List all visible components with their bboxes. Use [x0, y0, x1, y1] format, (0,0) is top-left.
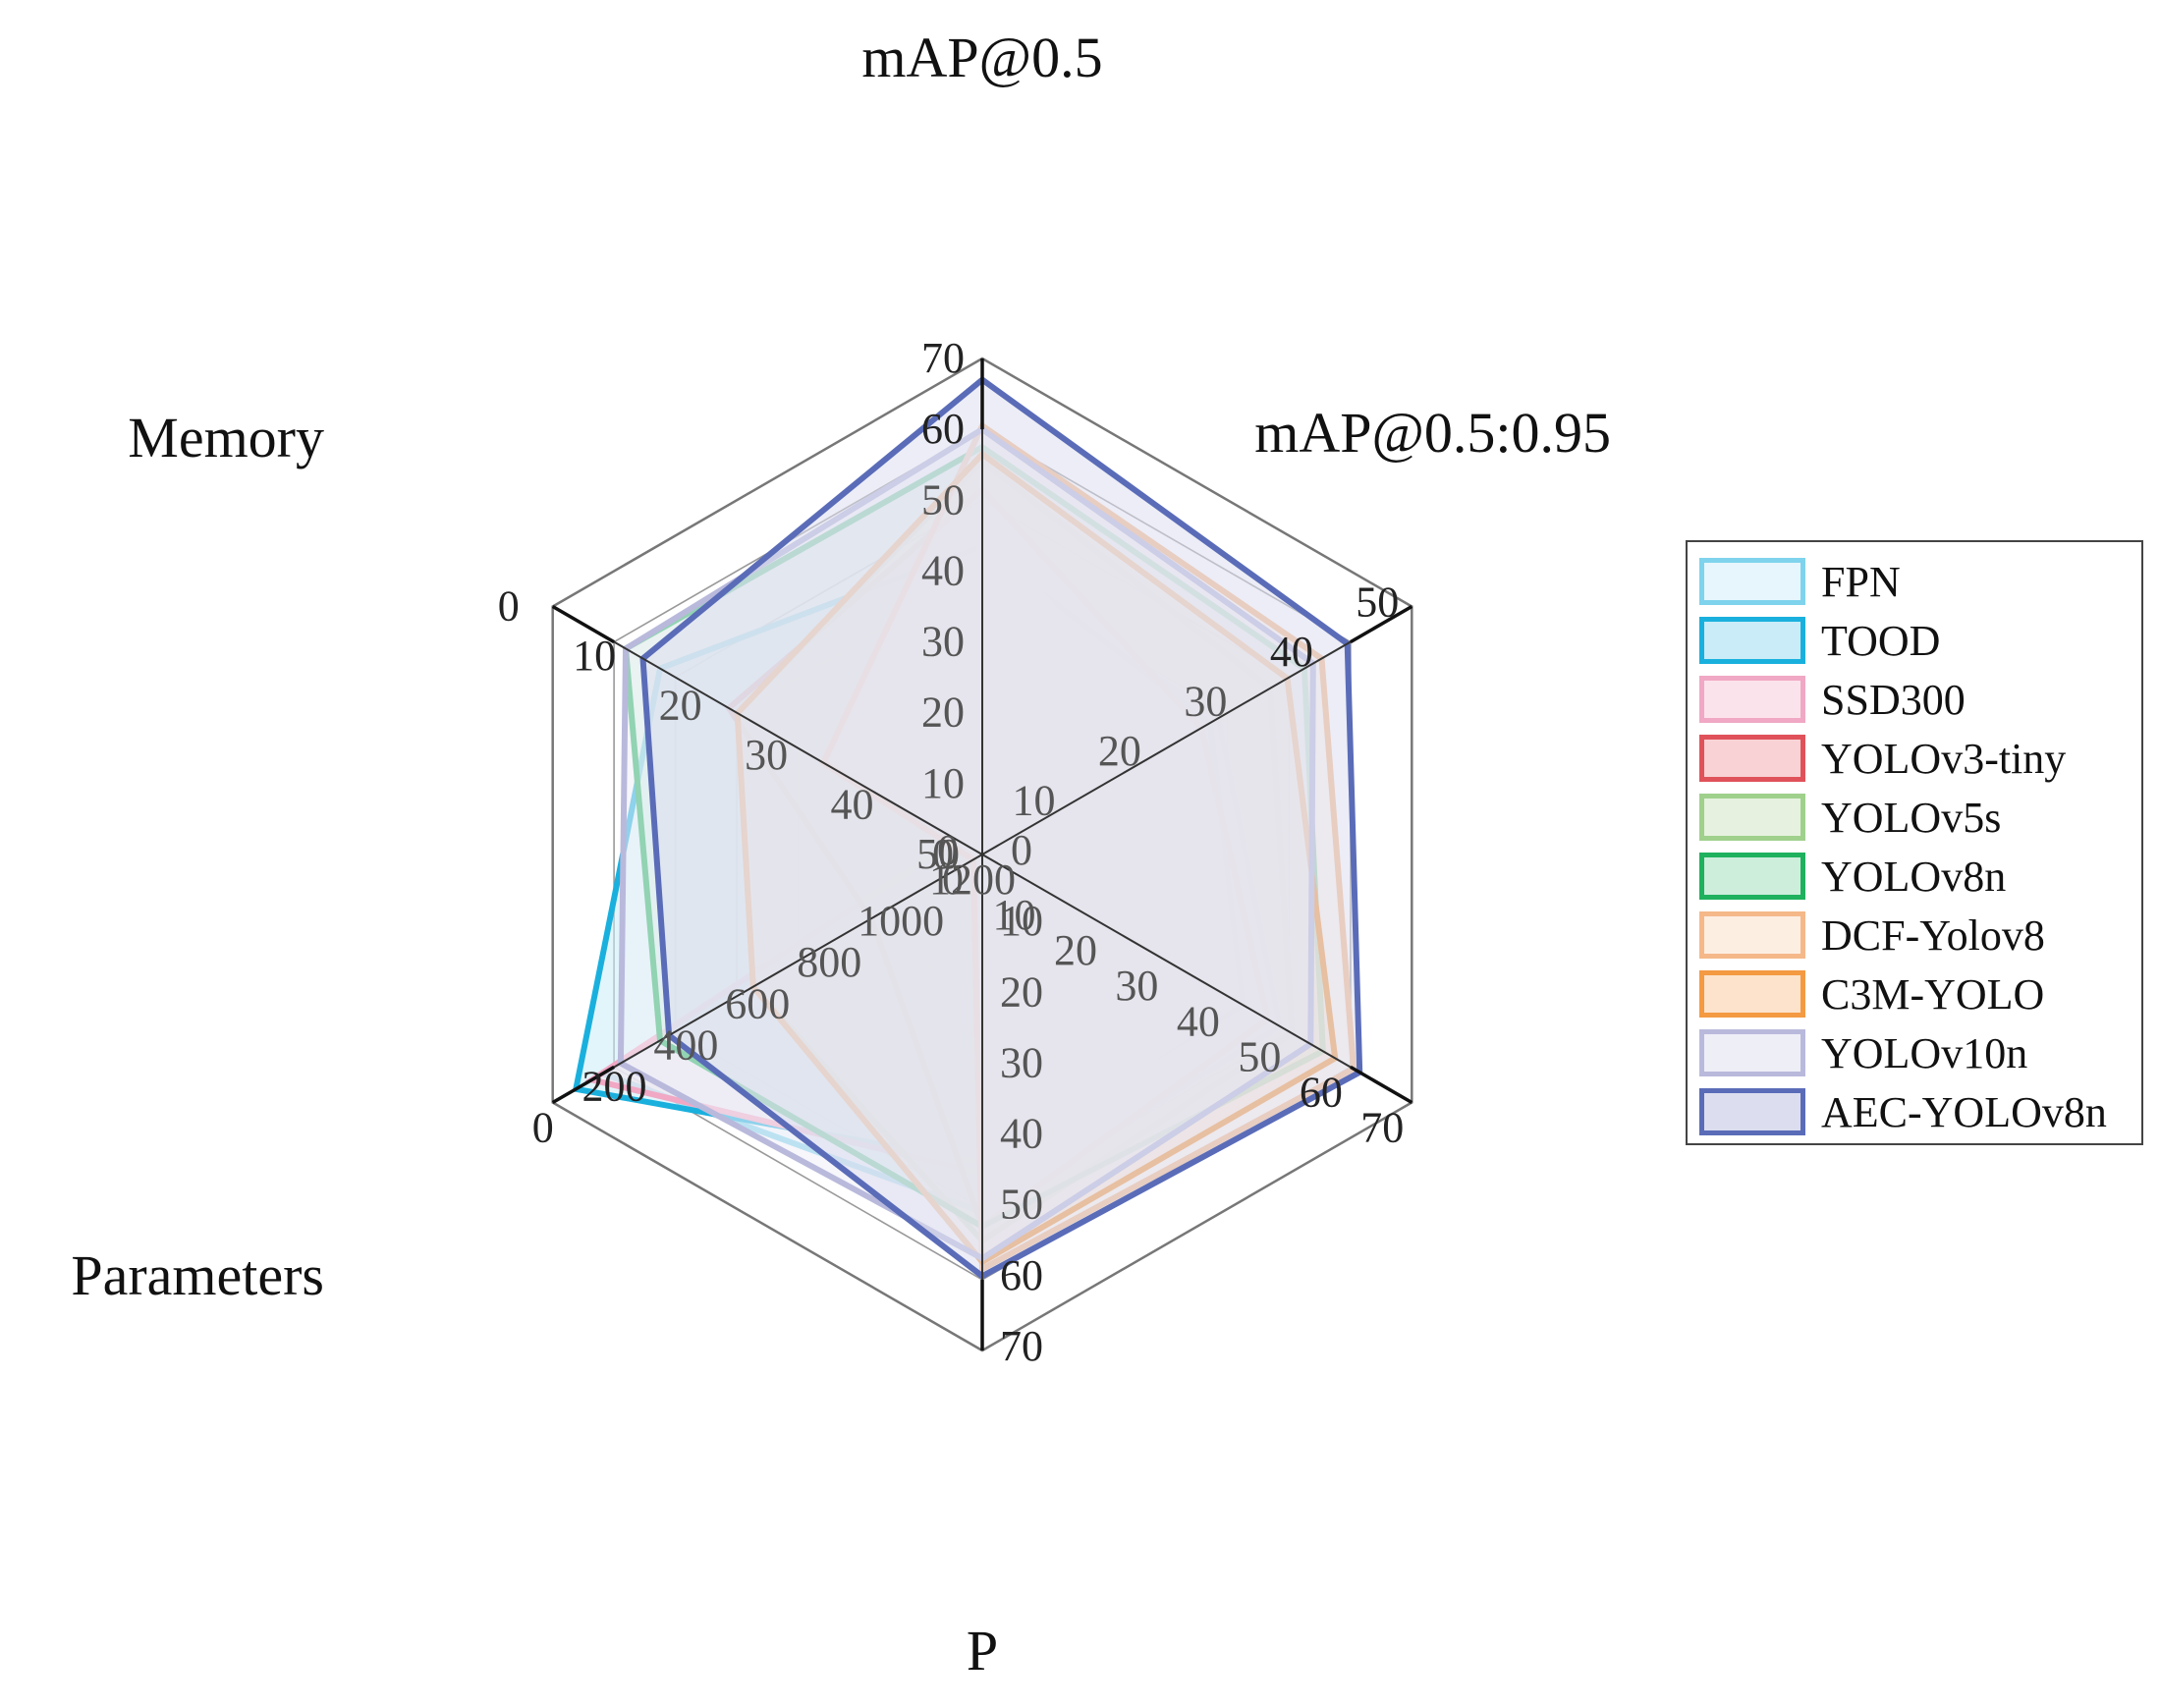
axis-title: Parameters: [71, 1243, 324, 1307]
legend-item: DCF-Yolov8: [1699, 906, 2141, 964]
legend-label: YOLOv3-tiny: [1821, 734, 2067, 783]
axis-title: mAP@0.5:0.95: [1254, 401, 1611, 465]
legend-swatch: [1699, 1029, 1805, 1076]
axis-title: mAP@0.5: [861, 26, 1102, 89]
tick-label: 0: [1011, 826, 1032, 874]
tick-label: 30: [1000, 1038, 1043, 1086]
tick-label: 40: [831, 781, 874, 829]
tick-label: 30: [921, 618, 965, 666]
tick-label: 0: [532, 1104, 554, 1152]
tick-label: 600: [725, 979, 790, 1027]
legend-item: YOLOv8n: [1699, 847, 2141, 906]
legend-label: YOLOv10n: [1821, 1028, 2028, 1077]
legend-swatch: [1699, 735, 1805, 782]
legend-swatch: [1699, 970, 1805, 1018]
tick-label: 50: [1238, 1032, 1281, 1080]
legend-item: C3M-YOLO: [1699, 964, 2141, 1023]
tick-label: 30: [1115, 962, 1158, 1010]
radar-axis-lines: [551, 358, 1413, 1350]
legend-swatch: [1699, 853, 1805, 900]
legend-swatch: [1699, 617, 1805, 664]
legend-label: TOOD: [1821, 616, 1941, 665]
axis-spoke: [552, 605, 983, 855]
chart-legend: FPN TOOD SSD300 YOLOv3-tiny YOLOv5s YOLOv8n DC…: [1686, 540, 2143, 1145]
legend-item: YOLOv5s: [1699, 788, 2141, 847]
tick-label: 70: [1360, 1104, 1404, 1152]
axis-spoke: [552, 854, 983, 1104]
legend-item: YOLOv3-tiny: [1699, 729, 2141, 788]
tick-label: 60: [1000, 1251, 1043, 1299]
axis-outer-segment: [551, 1065, 615, 1105]
tick-label: 0: [498, 582, 520, 631]
axis-outer-segment: [551, 604, 615, 644]
tick-label: 400: [653, 1020, 718, 1069]
legend-label: SSD300: [1821, 675, 1966, 724]
tick-label: 20: [921, 689, 965, 737]
legend-item: YOLOv10n: [1699, 1023, 2141, 1082]
tick-label: 20: [1098, 727, 1141, 775]
radar-tick-labels: 0102030405060700102030405001020304050607…: [498, 334, 1405, 1370]
tick-label: 20: [659, 682, 702, 730]
tick-label: 20: [1054, 926, 1097, 974]
tick-label: 40: [1177, 997, 1220, 1045]
axis-outer-segment: [1350, 604, 1413, 644]
tick-label: 200: [582, 1062, 647, 1110]
tick-label: 40: [921, 546, 965, 594]
tick-label: 30: [1184, 678, 1227, 726]
axis-title: P: [967, 1619, 998, 1682]
tick-label: 40: [1000, 1110, 1043, 1158]
legend-swatch: [1699, 676, 1805, 723]
tick-label: 50: [921, 475, 965, 523]
radar-series-layer: [572, 375, 1363, 1280]
tick-label: 0: [932, 830, 954, 878]
legend-item: TOOD: [1699, 611, 2141, 670]
legend-label: AEC-YOLOv8n: [1821, 1087, 2107, 1136]
legend-label: C3M-YOLO: [1821, 969, 2045, 1019]
tick-label: 1000: [858, 897, 944, 945]
tick-label: 10: [1013, 777, 1056, 825]
tick-label: 30: [745, 731, 788, 779]
tick-label: 10: [573, 632, 616, 680]
legend-label: YOLOv8n: [1821, 852, 2007, 901]
tick-label: 0: [937, 826, 959, 874]
radar-chart: 0102030405060700102030405001020304050607…: [71, 26, 1611, 1682]
tick-label: 40: [1270, 628, 1313, 676]
tick-label: 50: [1356, 579, 1399, 627]
legend-item: SSD300: [1699, 670, 2141, 729]
tick-label: 60: [921, 405, 965, 453]
axis-outer-segment: [1350, 1065, 1413, 1105]
legend-label: DCF-Yolov8: [1821, 910, 2045, 960]
legend-swatch: [1699, 558, 1805, 605]
tick-label: 0: [942, 855, 964, 904]
legend-swatch: [1699, 1088, 1805, 1135]
axis-title: Memory: [128, 406, 324, 469]
legend-label: FPN: [1821, 557, 1901, 606]
tick-label: 10: [921, 759, 965, 807]
legend-item: FPN: [1699, 552, 2141, 611]
tick-label: 70: [1000, 1322, 1043, 1370]
legend-swatch: [1699, 911, 1805, 959]
tick-label: 50: [1000, 1181, 1043, 1229]
tick-label: 10: [1000, 897, 1043, 945]
tick-label: 20: [1000, 967, 1043, 1016]
axis-spoke: [981, 605, 1412, 855]
axis-spoke: [981, 854, 1412, 1104]
tick-label: 70: [921, 334, 965, 382]
legend-swatch: [1699, 794, 1805, 841]
tick-label: 1200: [929, 855, 1016, 904]
tick-label: 800: [797, 938, 861, 986]
legend-item: AEC-YOLOv8n: [1699, 1082, 2141, 1141]
tick-label: 60: [1300, 1068, 1343, 1116]
legend-label: YOLOv5s: [1821, 793, 2002, 842]
tick-label: 50: [916, 830, 960, 878]
tick-label: 10: [993, 891, 1036, 939]
